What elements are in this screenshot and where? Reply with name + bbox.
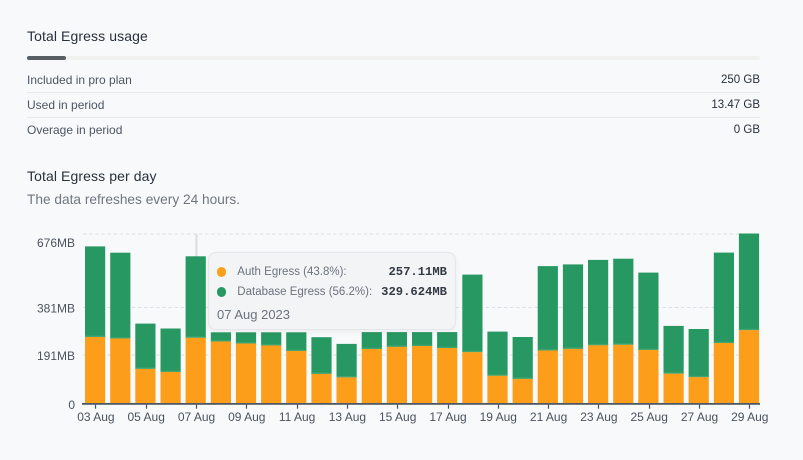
svg-text:381MB: 381MB: [37, 302, 75, 316]
svg-text:23 Aug: 23 Aug: [580, 410, 617, 424]
svg-text:03 Aug: 03 Aug: [77, 410, 114, 424]
svg-text:27 Aug: 27 Aug: [681, 410, 718, 424]
svg-text:21 Aug: 21 Aug: [530, 410, 567, 424]
svg-text:25 Aug: 25 Aug: [631, 410, 668, 424]
svg-text:17 Aug: 17 Aug: [429, 410, 466, 424]
svg-text:07 Aug: 07 Aug: [178, 410, 215, 424]
svg-text:19 Aug: 19 Aug: [480, 410, 517, 424]
svg-text:11 Aug: 11 Aug: [279, 410, 315, 424]
svg-text:0: 0: [68, 398, 75, 412]
svg-text:15 Aug: 15 Aug: [379, 410, 416, 424]
svg-text:05 Aug: 05 Aug: [128, 410, 165, 424]
svg-text:676MB: 676MB: [37, 236, 75, 250]
svg-text:13 Aug: 13 Aug: [329, 410, 366, 424]
svg-text:29 Aug: 29 Aug: [731, 410, 768, 424]
svg-text:09 Aug: 09 Aug: [228, 410, 265, 424]
svg-text:191MB: 191MB: [37, 349, 75, 363]
